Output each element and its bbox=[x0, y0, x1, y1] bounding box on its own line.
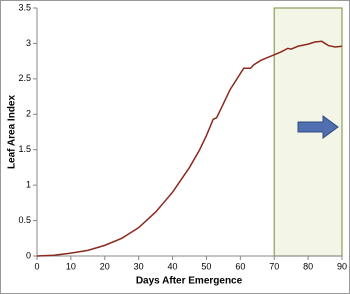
x-tick-label: 70 bbox=[269, 261, 279, 271]
y-tick-label: 1 bbox=[26, 180, 31, 190]
x-tick-label: 80 bbox=[303, 261, 313, 271]
y-tick-label: 2.5 bbox=[18, 73, 31, 83]
x-axis-title: Days After Emergence bbox=[136, 276, 243, 287]
y-tick-label: 0.5 bbox=[18, 215, 31, 225]
x-tick-label: 40 bbox=[168, 261, 178, 271]
y-tick-label: 2 bbox=[26, 109, 31, 119]
x-tick-label: 50 bbox=[201, 261, 211, 271]
x-tick-label: 10 bbox=[66, 261, 76, 271]
data-line bbox=[36, 40, 343, 257]
y-axis-title: Leaf Area Index bbox=[7, 95, 18, 170]
x-tick-label: 20 bbox=[100, 261, 110, 271]
y-tick-label: 3.5 bbox=[18, 2, 31, 12]
plot-area: 0 0.5 1 1.5 2 2.5 3 3.5 0 10 20 30 40 50 60 70 80 90 bbox=[18, 2, 347, 271]
x-tick-label: 60 bbox=[235, 261, 245, 271]
arrow bbox=[297, 115, 339, 139]
x-tick-label: 0 bbox=[34, 261, 39, 271]
y-tick-label: 3 bbox=[26, 38, 31, 48]
x-tick-label: 30 bbox=[134, 261, 144, 271]
y-tick-label: 0 bbox=[26, 250, 31, 260]
x-tick-label: 90 bbox=[337, 261, 347, 271]
y-tick-label: 1.5 bbox=[18, 144, 31, 154]
